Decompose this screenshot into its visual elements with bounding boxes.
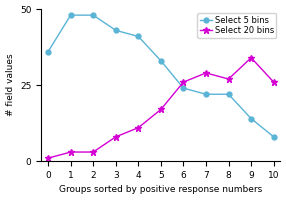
- Select 20 bins: [249, 57, 253, 59]
- Select 20 bins: [92, 151, 95, 153]
- Select 20 bins: [272, 81, 275, 83]
- Select 5 bins: [114, 29, 118, 32]
- Select 20 bins: [204, 72, 208, 74]
- Line: Select 5 bins: Select 5 bins: [46, 13, 276, 139]
- Select 20 bins: [227, 78, 230, 80]
- Select 20 bins: [137, 127, 140, 129]
- Select 5 bins: [227, 93, 230, 95]
- Select 20 bins: [159, 108, 163, 111]
- Select 20 bins: [69, 151, 72, 153]
- Select 20 bins: [182, 81, 185, 83]
- Select 5 bins: [92, 14, 95, 16]
- Select 5 bins: [137, 35, 140, 38]
- Select 5 bins: [272, 136, 275, 138]
- Select 5 bins: [182, 87, 185, 89]
- Select 5 bins: [46, 50, 50, 53]
- Select 5 bins: [249, 117, 253, 120]
- Select 5 bins: [159, 60, 163, 62]
- X-axis label: Groups sorted by positive response numbers: Groups sorted by positive response numbe…: [59, 185, 263, 194]
- Select 20 bins: [46, 157, 50, 159]
- Select 5 bins: [69, 14, 72, 16]
- Y-axis label: # field values: # field values: [5, 54, 15, 116]
- Line: Select 20 bins: Select 20 bins: [45, 54, 277, 162]
- Select 20 bins: [114, 136, 118, 138]
- Legend: Select 5 bins, Select 20 bins: Select 5 bins, Select 20 bins: [197, 13, 276, 38]
- Select 5 bins: [204, 93, 208, 95]
